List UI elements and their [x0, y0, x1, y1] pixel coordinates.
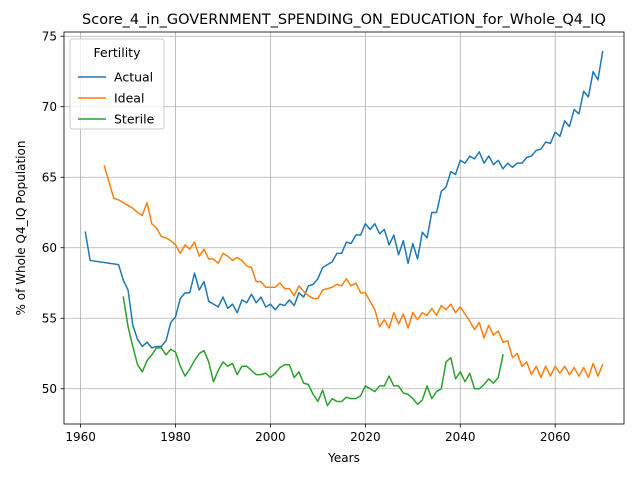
legend-label-sterile: Sterile — [114, 112, 155, 127]
legend: Fertility Actual Ideal Sterile — [69, 38, 165, 130]
y-tick-label: 75 — [42, 30, 57, 44]
gridlines — [64, 32, 624, 424]
x-tick-label: 2040 — [445, 430, 476, 444]
legend-label-actual: Actual — [114, 70, 153, 85]
legend-box — [69, 38, 165, 130]
x-tick-label: 1960 — [65, 430, 96, 444]
y-tick-label: 50 — [42, 382, 57, 396]
y-tick-label: 65 — [42, 171, 57, 185]
x-tick-label: 1980 — [160, 430, 191, 444]
series-lines — [84, 50, 604, 407]
y-tick-label: 55 — [42, 312, 57, 326]
x-tick-label: 2020 — [350, 430, 381, 444]
legend-title: Fertility — [94, 45, 142, 60]
legend-label-ideal: Ideal — [114, 91, 144, 106]
series-line-ideal — [103, 165, 604, 379]
legend-items: Actual Ideal Sterile — [78, 70, 155, 127]
y-tick-label: 70 — [42, 100, 57, 114]
series-line-actual — [84, 50, 604, 349]
x-tick-label: 2000 — [255, 430, 286, 444]
chart-title: Score_4_in_GOVERNMENT_SPENDING_ON_EDUCAT… — [82, 12, 606, 28]
x-axis-label: Years — [327, 451, 360, 465]
series-line-sterile — [122, 296, 504, 407]
plot-frame — [63, 31, 625, 425]
y-axis-label: % of Whole Q4_IQ Population — [14, 141, 28, 316]
axis-ticks: 1960 1980 2000 2020 2040 2060 50 55 60 65 70 75 — [42, 30, 571, 444]
x-tick-label: 2060 — [540, 430, 571, 444]
y-tick-label: 60 — [42, 241, 57, 255]
